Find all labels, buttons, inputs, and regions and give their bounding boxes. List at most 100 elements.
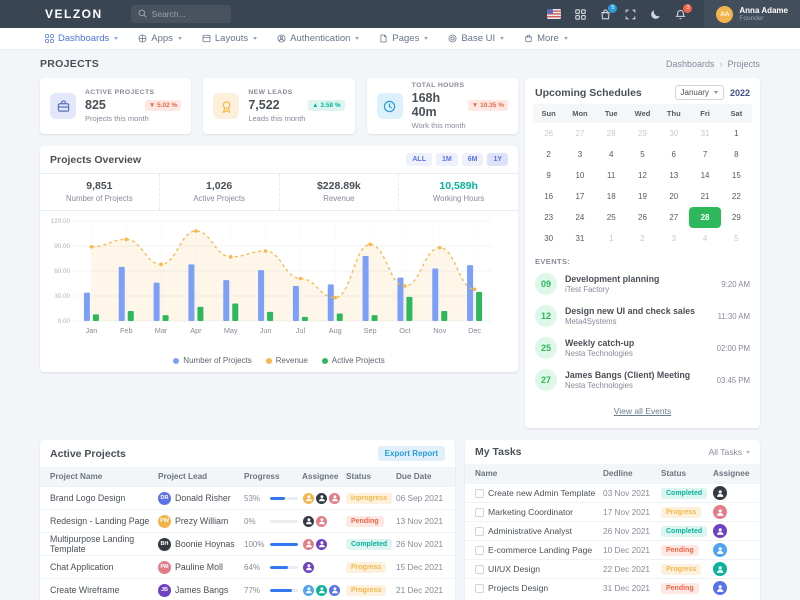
calendar-day[interactable]: 5: [734, 234, 739, 243]
event-item[interactable]: 27 James Bangs (Client) Meeting Nesta Tech…: [525, 364, 760, 396]
main-menu: Dashboards Apps Layouts Authentication Pages…: [0, 28, 800, 50]
menu-item-layouts[interactable]: Layouts: [202, 33, 258, 44]
task-checkbox[interactable]: [475, 526, 484, 536]
task-row[interactable]: Create new Admin Template 03 Nov 2021 Comp…: [465, 483, 760, 502]
calendar-day[interactable]: 16: [544, 192, 554, 201]
language-flag-icon[interactable]: [547, 9, 562, 19]
calendar-day[interactable]: 4: [702, 234, 708, 243]
task-checkbox[interactable]: [475, 564, 484, 574]
calendar-day[interactable]: 18: [606, 192, 616, 201]
task-checkbox[interactable]: [475, 507, 484, 517]
calendar-day[interactable]: 25: [606, 213, 616, 222]
calendar-day[interactable]: 13: [669, 171, 679, 180]
calendar-day[interactable]: 31: [575, 234, 585, 243]
topbar-search[interactable]: [130, 5, 231, 23]
table-row[interactable]: Create Wireframe JB James Bangs 77% Progress…: [40, 578, 455, 600]
calendar-day[interactable]: 28: [606, 129, 616, 138]
avatar: [302, 583, 315, 597]
calendar-day[interactable]: 30: [544, 234, 554, 243]
menu-item-authentication[interactable]: Authentication: [277, 33, 360, 44]
menu-item-dashboards[interactable]: Dashboards: [45, 33, 119, 44]
export-report-button[interactable]: Export Report: [377, 446, 445, 461]
calendar-day[interactable]: 29: [731, 213, 741, 222]
calendar-day[interactable]: 6: [671, 150, 676, 159]
task-row[interactable]: Administrative Analyst 26 Nov 2021 Complet…: [465, 521, 760, 540]
calendar-day[interactable]: 9: [546, 171, 551, 180]
calendar-day[interactable]: 14: [700, 171, 710, 180]
notifications-bell-icon[interactable]: 3: [675, 3, 693, 20]
task-row[interactable]: UI/UX Design 22 Dec 2021 Progress: [465, 559, 760, 578]
calendar-day[interactable]: 31: [700, 129, 710, 138]
calendar-day[interactable]: 4: [608, 150, 614, 159]
event-item[interactable]: 12 Design new UI and check sales Meta4Syst…: [525, 300, 760, 332]
calendar-day[interactable]: 21: [700, 192, 710, 201]
range-button-all[interactable]: ALL: [406, 153, 432, 166]
all-tasks-dropdown[interactable]: All Tasks: [709, 447, 750, 457]
calendar-day[interactable]: 8: [734, 150, 739, 159]
view-all-events-link[interactable]: View all Events: [613, 406, 672, 416]
calendar-day[interactable]: 17: [575, 192, 585, 201]
stat-label: TOTAL HOURS: [411, 82, 465, 89]
menu-item-pages[interactable]: Pages: [379, 33, 429, 44]
calendar-day[interactable]: 22: [731, 192, 741, 201]
menu-item-base-ui[interactable]: Base UI: [448, 33, 505, 44]
calendar-day[interactable]: 20: [669, 192, 679, 201]
user-menu[interactable]: AA Anna Adame Founder: [704, 0, 800, 28]
calendar-day[interactable]: 10: [575, 171, 585, 180]
calendar-day[interactable]: 26: [638, 213, 647, 222]
task-row[interactable]: Projects Design 31 Dec 2021 Pending: [465, 578, 760, 597]
avatar: [302, 537, 315, 551]
calendar-day[interactable]: 19: [638, 192, 647, 201]
calendar-day[interactable]: 5: [640, 150, 645, 159]
svg-text:Dec: Dec: [468, 326, 481, 335]
table-row[interactable]: Redesign - Landing Page PW Prezy William 0%…: [40, 509, 455, 532]
calendar-day[interactable]: 11: [607, 171, 616, 180]
calendar-day[interactable]: 15: [731, 171, 741, 180]
task-row[interactable]: E-commerce Landing Page 10 Dec 2021 Pendin…: [465, 540, 760, 559]
my-tasks-table: Name Dedline Status Assignee Create new Admi…: [465, 464, 760, 597]
calendar-day[interactable]: 27: [669, 213, 679, 222]
table-row[interactable]: Chat Application PM Pauline Moll 64% Progres…: [40, 555, 455, 578]
calendar-day[interactable]: 3: [671, 234, 676, 243]
calendar-day[interactable]: 1: [734, 129, 739, 138]
calendar-day[interactable]: 23: [544, 213, 554, 222]
range-button-6m[interactable]: 6M: [461, 153, 484, 166]
event-item[interactable]: 25 Weekly catch-up Nesta Technologies 02:00…: [525, 332, 760, 364]
calendar-day[interactable]: 3: [577, 150, 583, 159]
event-day-badge: 12: [535, 305, 557, 327]
range-button-1m[interactable]: 1M: [435, 153, 458, 166]
topbar: VELZON 5 3 AA Anna Adame: [0, 0, 800, 28]
range-button-1y[interactable]: 1Y: [487, 153, 508, 166]
calendar-day[interactable]: 7: [702, 150, 708, 159]
search-input[interactable]: [151, 9, 227, 19]
active-projects-title: Active Projects: [50, 447, 126, 460]
task-checkbox[interactable]: [475, 583, 484, 593]
dark-mode-moon-icon[interactable]: [650, 9, 661, 20]
task-row[interactable]: Marketing Coordinator 17 Nov 2021 Progress: [465, 502, 760, 521]
fullscreen-icon[interactable]: [625, 9, 636, 20]
calendar-day[interactable]: 26: [544, 129, 554, 138]
task-checkbox[interactable]: [475, 545, 484, 555]
brand-logo[interactable]: VELZON: [45, 7, 103, 21]
calendar-day[interactable]: 2: [546, 150, 551, 159]
menu-item-apps[interactable]: Apps: [138, 33, 182, 44]
event-item[interactable]: 09 Development planning iTest Factory 9:20 …: [525, 268, 760, 300]
avatar: [713, 524, 727, 538]
calendar-day[interactable]: 30: [669, 129, 679, 138]
web-apps-icon[interactable]: [575, 8, 587, 20]
breadcrumb-dashboards[interactable]: Dashboards: [665, 59, 715, 69]
stat-caption: Leads this month: [248, 114, 306, 123]
table-row[interactable]: Brand Logo Design DR Donald Risher 53% Inpro…: [40, 486, 455, 509]
calendar-day-selected[interactable]: 28: [689, 207, 721, 228]
menu-item-more[interactable]: More: [524, 33, 568, 44]
task-checkbox[interactable]: [475, 488, 484, 498]
calendar-day[interactable]: 2: [640, 234, 645, 243]
cart-icon[interactable]: 5: [600, 3, 618, 20]
calendar-day[interactable]: 1: [608, 234, 614, 243]
calendar-day[interactable]: 24: [575, 213, 585, 222]
calendar-day[interactable]: 27: [575, 129, 585, 138]
table-row[interactable]: Multipurpose Landing Template BH Boonie Ho…: [40, 532, 455, 555]
calendar-day[interactable]: 29: [638, 129, 647, 138]
month-select[interactable]: January: [674, 85, 724, 100]
calendar-day[interactable]: 12: [638, 171, 647, 180]
